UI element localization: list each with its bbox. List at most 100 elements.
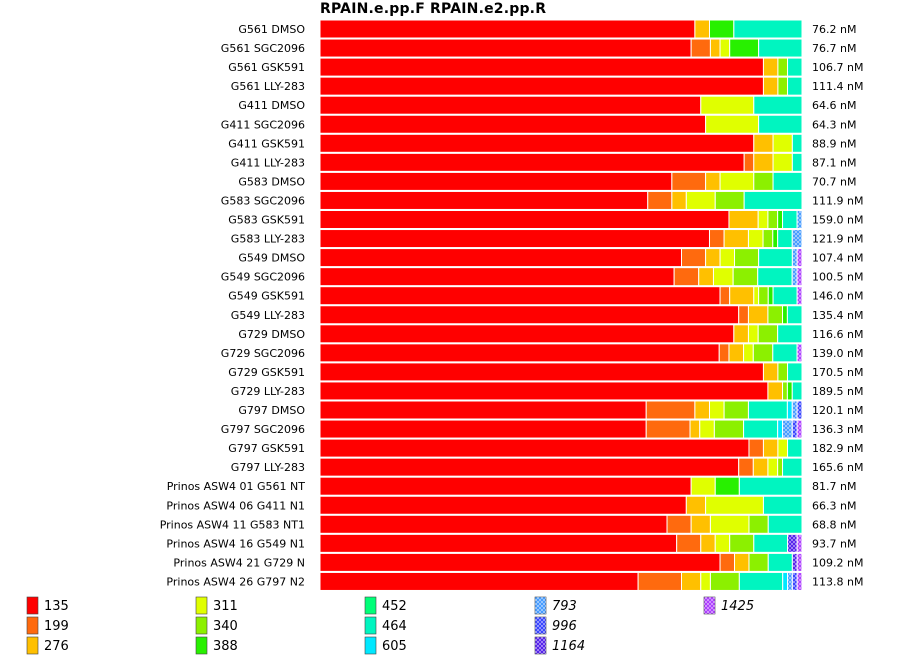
bar-segment [719, 552, 736, 572]
bar-segment [699, 419, 715, 439]
row-value-label: 109.2 nM [812, 556, 863, 569]
bar-segment [743, 152, 755, 172]
legend-label: 1425 [721, 599, 754, 614]
legend-label: 135 [44, 599, 69, 614]
bar-segment [694, 400, 711, 420]
bar-segment [762, 362, 779, 382]
legend-swatch [195, 616, 208, 635]
row-label: G411 DMSO [238, 99, 305, 112]
legend-label: 464 [382, 619, 407, 634]
row-value-label: 81.7 nM [812, 480, 856, 493]
bar-segment [714, 190, 745, 210]
legend-swatch-hatch [535, 637, 546, 654]
bar-segment [319, 95, 702, 115]
bar-segment-hatch [797, 572, 802, 591]
row-value-label: 146.0 nM [812, 290, 863, 303]
bar-segment [767, 381, 784, 401]
bar-segment [729, 286, 755, 306]
legend-swatch [364, 596, 377, 615]
bar-segment [762, 495, 803, 515]
row-label: Prinos ASW4 01 G561 NT [167, 480, 306, 493]
bar-segment [319, 533, 678, 553]
bar-segment [700, 533, 716, 553]
bar-segment [319, 76, 764, 96]
bar-segment [787, 76, 803, 96]
bar-segment [700, 571, 711, 591]
row-value-label: 136.3 nM [812, 423, 863, 436]
bar-segment [319, 514, 668, 534]
bar-segment [748, 514, 769, 534]
row-label: G549 DMSO [238, 252, 305, 265]
row-label: G583 LLY-283 [231, 233, 305, 246]
bar-segment [762, 438, 779, 458]
row-label: G561 DMSO [238, 23, 305, 36]
row-label: G549 LLY-283 [231, 309, 305, 322]
bar-segment [791, 381, 803, 401]
row-label: Prinos ASW4 11 G583 NT1 [160, 518, 305, 531]
bar-segment [787, 438, 803, 458]
bar-segment [708, 229, 725, 249]
bar-segment [734, 248, 760, 268]
bar-segment [637, 571, 682, 591]
bar-segment [777, 438, 789, 458]
row-value-label: 121.9 nM [812, 233, 863, 246]
row-value-label: 170.5 nM [812, 366, 863, 379]
bar-segment [645, 419, 691, 439]
legend-swatch [364, 616, 377, 635]
bar-segment [690, 476, 716, 496]
bar-segment [319, 571, 639, 591]
bar-segment [690, 38, 711, 58]
bar-segment [753, 133, 774, 153]
bar-segment [671, 171, 707, 191]
bar-segment [738, 571, 784, 591]
bar-segment [712, 267, 734, 287]
bar-segment-hatch [797, 420, 802, 439]
row-value-label: 93.7 nM [812, 537, 856, 550]
legend-label: 311 [213, 599, 238, 614]
bar-segment [714, 476, 740, 496]
row-value-label: 111.9 nM [812, 195, 863, 208]
bar-segment [747, 400, 788, 420]
row-label: G411 GSK591 [228, 137, 305, 150]
bar-segment [705, 495, 764, 515]
row-label: G411 SGC2096 [221, 118, 305, 131]
row-label: Prinos ASW4 16 G549 N1 [166, 537, 305, 550]
bar-segment [777, 362, 789, 382]
bar-segment [319, 171, 673, 191]
row-value-label: 68.8 nM [812, 518, 856, 531]
bar-segment [743, 190, 803, 210]
bar-segment-hatch [797, 401, 802, 419]
row-value-label: 64.3 nM [812, 118, 856, 131]
legend-swatch [364, 636, 377, 655]
bar-segment [733, 324, 749, 344]
bar-segment [671, 190, 687, 210]
legend-swatch [195, 636, 208, 655]
row-label: G729 DMSO [238, 328, 305, 341]
bar-segment-hatch [782, 420, 793, 439]
bar-segment [723, 400, 749, 420]
bar-segment [777, 210, 784, 229]
row-value-label: 159.0 nM [812, 214, 863, 227]
legend-label: 452 [382, 599, 407, 614]
row-value-label: 111.4 nM [812, 80, 863, 93]
bar-segment [757, 267, 793, 287]
bar-segment [319, 419, 647, 439]
bar-segment [733, 19, 803, 39]
row-label: Prinos ASW4 06 G411 N1 [166, 499, 305, 512]
bar-segment [319, 248, 682, 268]
legend-label: 996 [552, 619, 577, 634]
bar-segment [767, 210, 779, 229]
bar-segment-hatch [792, 401, 798, 419]
bar-segment [319, 152, 745, 172]
bar-segment [719, 38, 731, 58]
bar-segment [734, 552, 750, 572]
row-label: G797 DMSO [238, 404, 305, 417]
bar-segment [787, 362, 803, 382]
row-value-label: 116.6 nM [812, 328, 863, 341]
bar-segment [772, 152, 793, 172]
bar-segment [645, 400, 696, 420]
bar-segment [319, 400, 647, 420]
bar-segment [752, 457, 769, 477]
bar-segment [319, 57, 764, 77]
bar-segment-hatch [792, 229, 802, 248]
